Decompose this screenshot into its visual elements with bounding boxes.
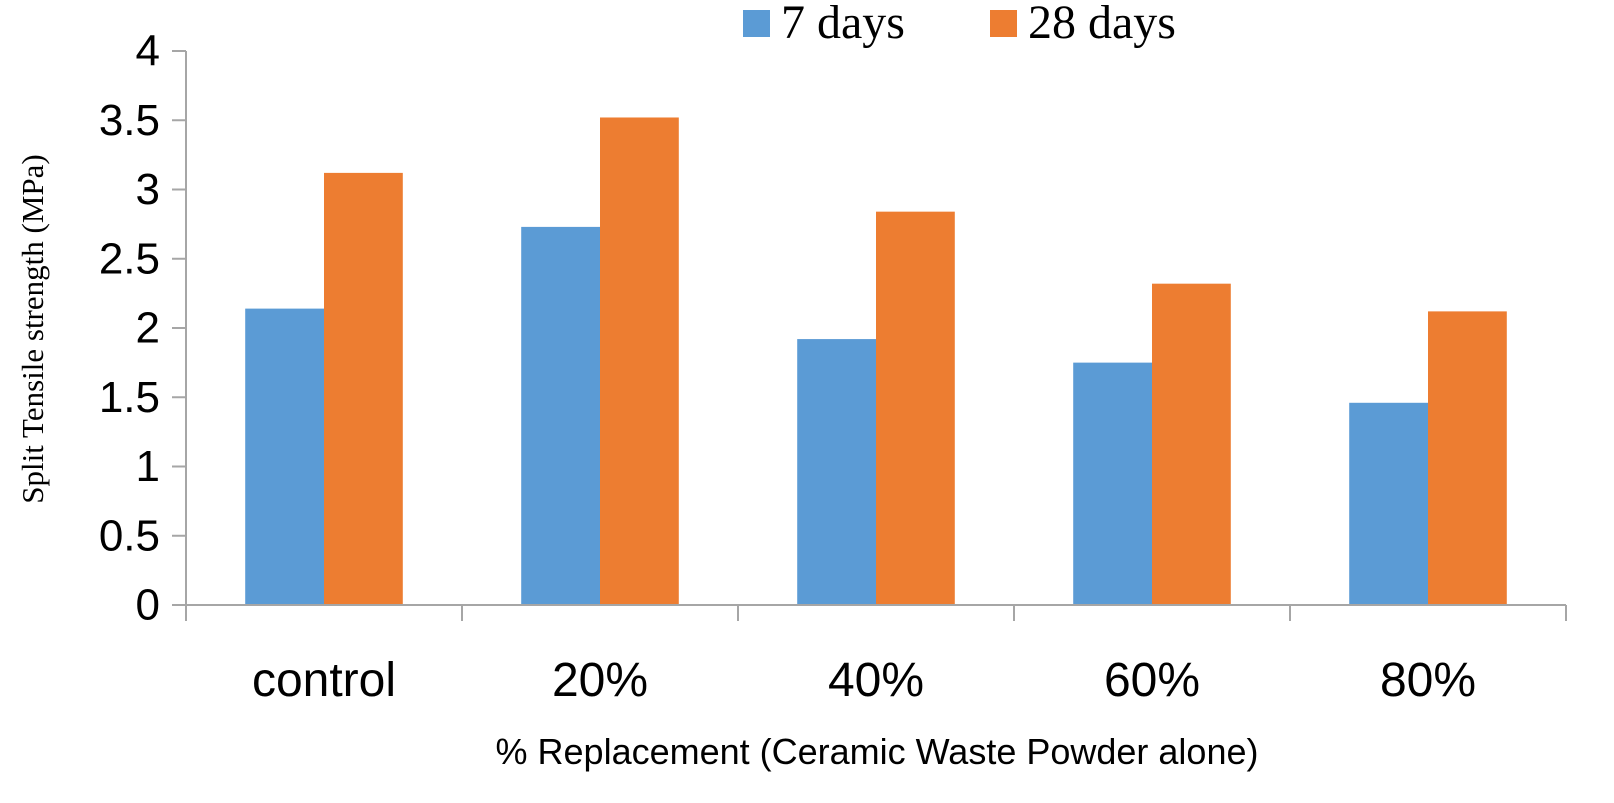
bar-series-1 [1349,402,1428,605]
y-axis: 0 0.5 1 1.5 2 2.5 3 3.5 4 [99,27,187,630]
x-category-label: 40% [828,654,924,707]
y-tick-label: 4 [136,27,160,76]
bar-series-2 [324,172,403,605]
y-tick-label: 0.5 [99,511,160,560]
y-tick-label: 3.5 [99,96,160,145]
bar-series-1 [1073,362,1152,605]
y-tick-label: 2.5 [99,234,160,283]
bar-series-1 [521,226,600,605]
legend-swatch [743,10,770,37]
x-category-label: control [252,654,396,707]
y-tick-label: 1.5 [99,373,160,422]
bar-series-1 [797,339,876,605]
x-axis-label: % Replacement (Ceramic Waste Powder alon… [496,731,1259,772]
bar-series-2 [876,211,955,605]
legend-swatch [990,10,1017,37]
x-category-label: 80% [1380,654,1476,707]
legend: 7 days 28 days [743,0,1176,49]
bars [245,117,1507,605]
x-category-label: 60% [1104,654,1200,707]
y-tick-label: 1 [136,442,160,491]
y-axis-label: Split Tensile strength (MPa) [15,154,50,503]
bar-series-2 [1428,311,1507,605]
x-axis: control 20% 40% 60% 80% [185,604,1567,707]
bar-series-2 [1152,283,1231,605]
bar-series-2 [600,117,679,605]
x-category-label: 20% [552,654,648,707]
y-tick-label: 0 [136,581,160,630]
legend-label: 7 days [781,0,905,49]
y-tick-label: 2 [136,304,160,353]
bar-series-1 [245,308,324,605]
y-tick-label: 3 [136,165,160,214]
legend-label: 28 days [1028,0,1176,49]
